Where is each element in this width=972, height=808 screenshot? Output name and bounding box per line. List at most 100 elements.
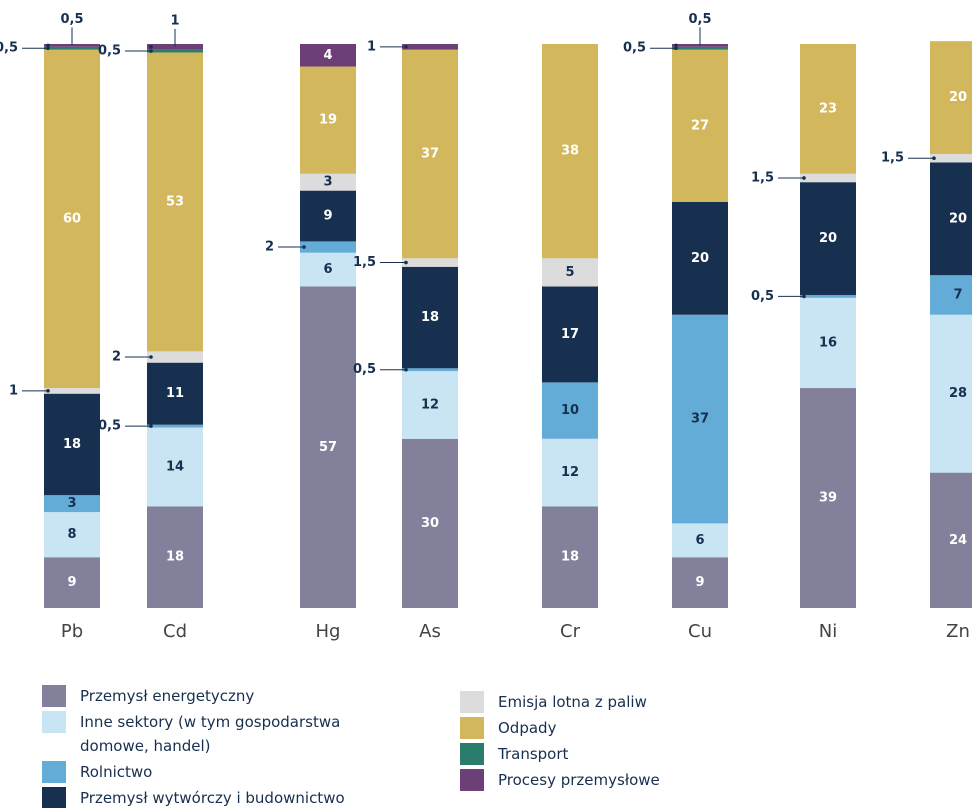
bar-segment — [672, 49, 728, 202]
leader-dot — [46, 43, 50, 48]
data-label: 1 — [170, 13, 179, 28]
bar-segment — [300, 44, 356, 67]
data-label: 1,5 — [751, 170, 774, 185]
data-label: 0,5 — [98, 44, 121, 59]
legend-swatch — [42, 761, 66, 783]
x-tick-label: Cr — [560, 621, 581, 642]
bar-segment — [300, 173, 356, 191]
bar-segment — [300, 241, 356, 253]
x-tick-label: Cd — [163, 621, 187, 642]
x-tick-label: Cu — [688, 621, 712, 642]
leader-dot — [46, 46, 50, 51]
data-label: 1 — [9, 383, 18, 398]
bar-segment — [800, 294, 856, 298]
data-label: 0,5 — [353, 362, 376, 377]
bar-segment — [147, 424, 203, 428]
data-label: 6 — [695, 533, 704, 548]
data-label: 20 — [819, 231, 837, 246]
data-label: 17 — [561, 327, 579, 342]
data-label: 23 — [819, 101, 837, 116]
data-label: 4 — [323, 48, 332, 63]
legend-swatch — [460, 769, 484, 791]
data-label: 8 — [67, 527, 76, 542]
leader-dot — [404, 367, 408, 372]
legend-item: Przemysł energetyczny — [42, 684, 372, 708]
leader-dot — [404, 45, 408, 49]
data-label: 10 — [561, 403, 579, 418]
data-label: 2 — [265, 240, 274, 255]
data-label: 9 — [67, 575, 76, 590]
x-tick-label: Zn — [946, 621, 970, 642]
legend-swatch — [460, 691, 484, 713]
legend-label: Emisja lotna z paliw — [498, 693, 647, 711]
data-label: 7 — [953, 287, 962, 302]
legend-label: Procesy przemysłowe — [498, 771, 660, 789]
data-label: 1,5 — [353, 255, 376, 270]
bar-segment — [44, 393, 100, 496]
bar-segment — [930, 162, 972, 276]
data-label: 53 — [166, 194, 184, 209]
bar-segment — [402, 266, 458, 369]
data-label: 12 — [421, 397, 439, 412]
data-label: 18 — [63, 437, 81, 452]
legend-swatch — [460, 743, 484, 765]
data-label: 3 — [67, 496, 76, 511]
legend-label: Inne sektory (w tym gospodarstwa domowe,… — [80, 713, 341, 755]
data-label: 18 — [166, 550, 184, 565]
bar-segment — [800, 173, 856, 183]
bar-segment — [542, 382, 598, 439]
data-label: 38 — [561, 144, 579, 159]
chart: Pb983181600,50,5Cd18140,5112530,51Hg5762… — [0, 12, 972, 642]
leader-dot — [46, 389, 50, 393]
bar-segment — [300, 66, 356, 174]
bar-segment — [672, 201, 728, 315]
leader-dot — [932, 156, 936, 161]
legend-swatch — [42, 685, 66, 707]
bar-segment — [542, 438, 598, 507]
bar-segment — [542, 286, 598, 383]
bar-segment — [930, 153, 972, 163]
data-label: 9 — [323, 209, 332, 224]
data-label: 20 — [691, 251, 709, 266]
legend-label: Przemysł energetyczny — [80, 687, 255, 705]
bar-segment — [930, 275, 972, 315]
leader-dot — [802, 294, 806, 299]
data-label: 0,5 — [751, 289, 774, 304]
bar-segment — [800, 44, 856, 174]
bar-segment — [402, 44, 458, 50]
bar-segment — [44, 495, 100, 513]
legend-swatch — [460, 717, 484, 739]
data-label: 18 — [561, 550, 579, 565]
data-label: 11 — [166, 386, 184, 401]
leader-dot — [149, 424, 153, 428]
data-label: 57 — [319, 440, 337, 455]
data-label: 24 — [949, 533, 967, 548]
leader-dot — [802, 176, 806, 180]
data-label: 18 — [421, 310, 439, 325]
bar-segment — [300, 252, 356, 287]
bar-segment — [402, 371, 458, 439]
bar-segment — [542, 506, 598, 608]
data-label: 19 — [319, 113, 337, 128]
bar-segment — [300, 190, 356, 242]
legend-item: Procesy przemysłowe — [460, 768, 780, 792]
legend: Przemysł energetyczny Inne sektory (w tym… — [42, 684, 372, 808]
bar-segment — [44, 512, 100, 558]
legend: Emisja lotna z paliw Odpady Transport Proce… — [460, 690, 780, 794]
data-label: 20 — [949, 211, 967, 226]
data-label: 0,5 — [60, 12, 83, 27]
data-label: 30 — [421, 516, 439, 531]
data-label: 3 — [323, 175, 332, 190]
bar-segment — [147, 52, 203, 352]
data-label: 37 — [691, 412, 709, 427]
data-label: 12 — [561, 465, 579, 480]
data-label: 1 — [367, 39, 376, 54]
bar-segment — [542, 258, 598, 287]
bar-segment — [147, 362, 203, 425]
x-tick-label: As — [419, 621, 441, 642]
legend-item: Transport — [460, 742, 780, 766]
data-label: 0,5 — [98, 419, 121, 434]
bar-segment — [672, 557, 728, 608]
data-label: 37 — [421, 146, 439, 161]
bar-segment — [300, 286, 356, 608]
